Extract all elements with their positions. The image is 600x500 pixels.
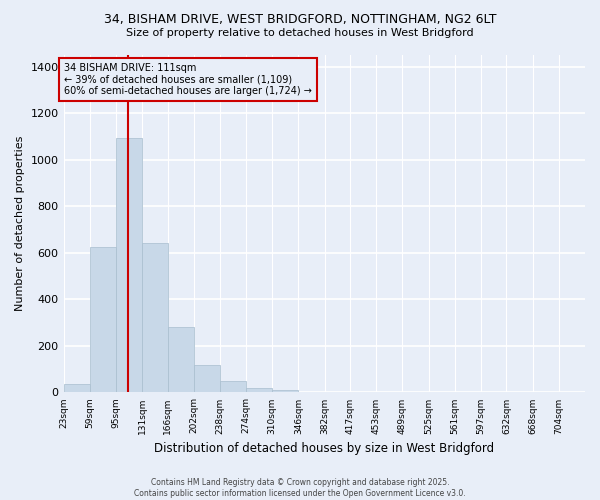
- Text: Contains HM Land Registry data © Crown copyright and database right 2025.
Contai: Contains HM Land Registry data © Crown c…: [134, 478, 466, 498]
- Bar: [64, 384, 90, 392]
- Bar: [220, 381, 246, 392]
- X-axis label: Distribution of detached houses by size in West Bridgford: Distribution of detached houses by size …: [154, 442, 494, 455]
- Text: 34 BISHAM DRIVE: 111sqm
← 39% of detached houses are smaller (1,109)
60% of semi: 34 BISHAM DRIVE: 111sqm ← 39% of detache…: [64, 63, 312, 96]
- Text: Size of property relative to detached houses in West Bridgford: Size of property relative to detached ho…: [126, 28, 474, 38]
- Bar: [90, 247, 116, 392]
- Bar: [194, 364, 220, 392]
- Text: 34, BISHAM DRIVE, WEST BRIDGFORD, NOTTINGHAM, NG2 6LT: 34, BISHAM DRIVE, WEST BRIDGFORD, NOTTIN…: [104, 12, 496, 26]
- Bar: [246, 388, 272, 392]
- Bar: [167, 328, 194, 392]
- Bar: [142, 244, 168, 392]
- Bar: [116, 138, 142, 392]
- Bar: [272, 390, 298, 392]
- Y-axis label: Number of detached properties: Number of detached properties: [15, 136, 25, 312]
